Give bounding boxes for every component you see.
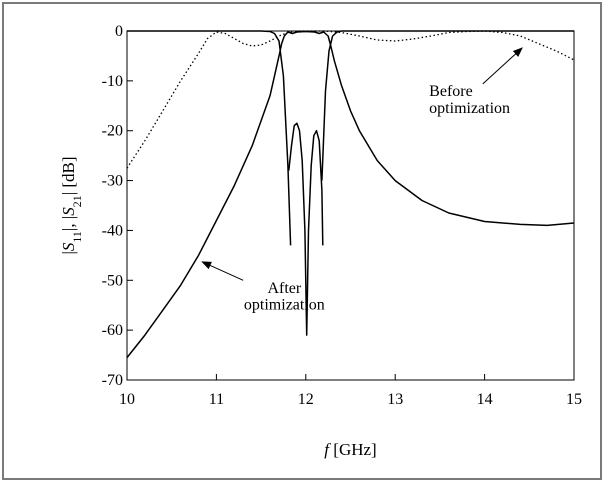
plot-area (126, 30, 575, 381)
series-line-2 (288, 122, 324, 336)
x-tick-label: 10 (119, 391, 135, 408)
annotation-label-2: After optimization (244, 280, 325, 314)
line-chart: 10 11 12 13 14 15 0 -10 -20 -30 -40 -50 -60 -70 Befor… (59, 23, 582, 459)
x-tick-label: 14 (477, 391, 493, 408)
y-tick-label: -30 (102, 173, 123, 190)
y-tick-label: 0 (115, 23, 123, 40)
annotation-arrow-2 (201, 261, 244, 281)
series-line-4 (126, 30, 575, 359)
y-tick-label: -20 (102, 123, 123, 140)
y-axis-label: |S11|, |S21| [dB] (59, 156, 84, 254)
series-line-1 (127, 30, 292, 246)
annotations-layer: Before optimization After optimization (201, 47, 523, 314)
figure-frame: 10 11 12 13 14 15 0 -10 -20 -30 -40 -50 -60 -70 Befor… (2, 2, 602, 480)
y-tick-label: -40 (102, 222, 123, 239)
y-tick-label: -70 (102, 372, 123, 389)
ticks-layer: 10 11 12 13 14 15 0 -10 -20 -30 -40 -50 -60 -70 (102, 23, 582, 408)
annotation-label-1: Before optimization (429, 83, 510, 117)
x-tick-label: 15 (566, 391, 582, 408)
y-tick-label: -50 (102, 272, 123, 289)
x-tick-label: 11 (209, 391, 224, 408)
annotation-arrow-1 (482, 47, 523, 85)
x-axis-label: f [GHz] (324, 440, 376, 459)
y-tick-label: -10 (102, 73, 123, 90)
x-tick-label: 13 (387, 391, 403, 408)
series-layer (126, 30, 575, 359)
x-tick-label: 12 (298, 391, 314, 408)
y-tick-label: -60 (102, 322, 123, 339)
